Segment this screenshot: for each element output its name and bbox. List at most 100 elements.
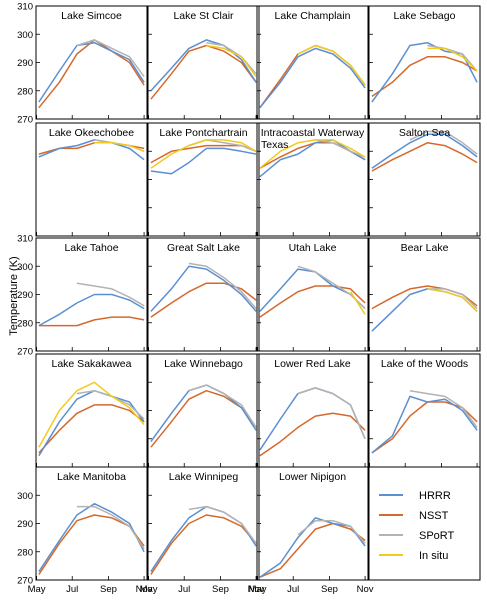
panel-lake-winnebago: Lake Winnebago — [147, 353, 260, 468]
panel-frame — [147, 353, 260, 468]
series-line-nsst — [38, 404, 145, 454]
series-line-sport — [76, 282, 145, 307]
series-line-hrrr — [150, 147, 257, 175]
panel-frame — [368, 237, 481, 352]
y-tick-label: 270 — [17, 576, 33, 587]
series-line-hrrr — [150, 384, 257, 443]
panel-lake-simcoe: 310 300 290 280 270 Lake Simcoe — [17, 2, 148, 126]
panel-title: Lower Red Lake — [274, 358, 351, 370]
legend-frame — [368, 466, 481, 581]
panel-frame — [35, 122, 148, 237]
y-tick-label: 280 — [17, 318, 33, 329]
y-tick-label: 270 — [17, 115, 33, 126]
panel-frame — [368, 5, 481, 120]
panel-lake-sebago: Lake Sebago — [368, 5, 481, 120]
x-tick-label: May — [249, 584, 267, 595]
series-line-hrrr — [38, 502, 145, 572]
series-line-in-situ — [94, 142, 145, 152]
y-tick-label: 310 — [17, 2, 33, 13]
panel-frame — [35, 466, 148, 581]
x-tick-label: Nov — [248, 584, 265, 595]
y-axis-label: Temperature (K) — [8, 256, 20, 336]
panel-title: Lake of the Woods — [381, 358, 468, 370]
y-tick-label: 270 — [17, 347, 33, 358]
series-line-in-situ — [297, 44, 366, 86]
x-tick-label: Sep — [321, 584, 338, 595]
panel-title: Salton Sea — [399, 127, 451, 139]
x-tick-label: May — [140, 584, 158, 595]
panel-lake-okeechobee: Lake Okeechobee — [35, 122, 148, 237]
series-line-sport — [188, 384, 257, 428]
panel-lake-winnipeg: Lake Winnipeg — [147, 466, 260, 581]
panel-frame — [35, 237, 148, 352]
panel-title: Intracoastal Waterway — [261, 127, 365, 139]
panel-title: Lake Okeechobee — [49, 127, 134, 139]
series-line-nsst — [371, 142, 478, 172]
panel-title: Lake Manitoba — [57, 471, 126, 483]
y-tick-label: 290 — [17, 290, 33, 301]
series-line-hrrr — [259, 517, 366, 578]
series-line-nsst — [371, 56, 478, 98]
series-line-in-situ — [38, 381, 145, 448]
panel-title: Lake Winnebago — [164, 358, 243, 370]
panel-frame — [368, 122, 481, 237]
x-tick-label: May — [28, 584, 46, 595]
series-line-hrrr — [38, 139, 145, 161]
panel-title: Lake Sakakawea — [52, 358, 132, 370]
series-line-hrrr — [259, 387, 366, 451]
series-line-sport — [76, 39, 145, 78]
legend-label: In situ — [419, 550, 448, 562]
x-tick-label: Sep — [100, 584, 117, 595]
panel-title: Lower Nipigon — [279, 471, 346, 483]
series-line-sport — [409, 389, 478, 428]
series-line-hrrr — [371, 288, 478, 332]
series-line-hrrr — [371, 133, 478, 169]
series-line-sport — [188, 262, 257, 310]
series-line-in-situ — [150, 139, 257, 169]
panel-title: Lake Champlain — [275, 10, 351, 22]
panel-frame — [147, 122, 260, 237]
panel-title: Great Salt Lake — [167, 242, 240, 254]
series-line-hrrr — [259, 47, 366, 109]
series-line-sport — [206, 41, 257, 75]
panel-salton-sea: Salton Sea — [368, 122, 481, 237]
series-line-in-situ — [427, 47, 478, 72]
series-line-nsst — [150, 282, 257, 318]
series-line-in-situ — [349, 291, 366, 315]
x-tick-label: Jul — [287, 584, 299, 595]
series-line-nsst — [38, 514, 145, 575]
panel-lake-sakakawea: Lake Sakakawea — [35, 353, 148, 468]
series-line-hrrr — [38, 293, 145, 327]
panel-title: Lake Simcoe — [61, 10, 122, 22]
legend-label: HRRR — [419, 490, 451, 502]
series-line-nsst — [259, 522, 366, 578]
series-line-sport — [409, 130, 478, 155]
y-tick-label: 310 — [17, 234, 33, 245]
panel-frame — [256, 353, 369, 468]
series-line-hrrr — [259, 268, 366, 312]
y-tick-label: 280 — [17, 86, 33, 97]
series-line-nsst — [259, 412, 366, 457]
series-line-nsst — [150, 144, 257, 164]
panel-title: Lake St Clair — [173, 10, 234, 22]
panel-great-salt-lake: Great Salt Lake — [147, 237, 260, 352]
series-line-sport — [427, 44, 478, 72]
series-line-nsst — [150, 514, 257, 575]
series-line-sport — [297, 265, 366, 310]
panel-lake-pontchartrain: Lake Pontchartrain — [147, 122, 260, 237]
panel-lake-of-the-woods: Lake of the Woods — [368, 353, 481, 468]
series-line-nsst — [38, 316, 145, 327]
panel-bear-lake: Bear Lake — [368, 237, 481, 352]
y-tick-label: 300 — [17, 262, 33, 273]
series-line-nsst — [38, 39, 145, 109]
legend-label: SPoRT — [419, 530, 455, 542]
panel-title: Texas — [261, 139, 288, 151]
series-line-in-situ — [427, 288, 478, 312]
series-line-sport — [76, 505, 145, 550]
series-line-sport — [427, 288, 478, 310]
series-line-sport — [188, 505, 257, 544]
y-tick-label: 290 — [17, 58, 33, 69]
panel-lake-manitoba: 300 290 280 270 Lake Manitoba — [17, 466, 148, 587]
series-line-hrrr — [38, 41, 145, 103]
